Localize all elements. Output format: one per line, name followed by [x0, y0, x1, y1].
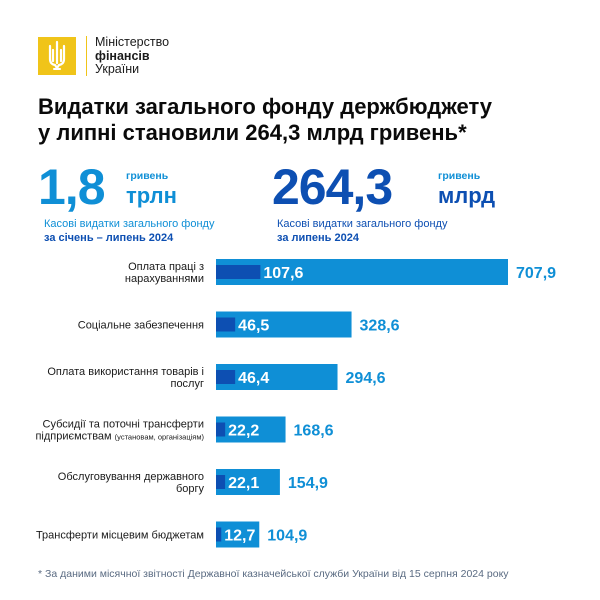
value-month-2: 46,4	[238, 370, 269, 387]
stat-ytd-period: за січень – липень 2024	[44, 232, 174, 244]
bar-month-1	[216, 317, 236, 332]
value-month-5: 12,7	[224, 528, 255, 545]
stat-month-currency: гривень	[438, 170, 481, 182]
category-label-1: Соціальне забезпечення	[78, 320, 204, 332]
bar-total-2	[216, 364, 338, 390]
bar-total-3	[216, 416, 286, 443]
stat-ytd-caption: Касові видатки загального фонду	[44, 218, 215, 230]
bar-month-3	[216, 422, 226, 437]
category-label-5: Трансферти місцевим бюджетам	[36, 530, 204, 542]
trident-logo-icon	[38, 37, 76, 75]
bar-total-4	[216, 469, 280, 495]
bar-total-1	[216, 311, 352, 338]
stat-month-caption: Касові видатки загального фонду	[277, 218, 448, 230]
value-month-4: 22,1	[228, 475, 259, 492]
title-line-2: у липні становили 264,3 млрд гривень*	[38, 120, 467, 145]
category-label-2: Оплата використання товарів і послуг	[47, 366, 204, 390]
stat-ytd-value: 1,8	[38, 159, 106, 215]
value-month-3: 22,2	[228, 423, 259, 440]
value-total-0: 707,9	[516, 265, 556, 282]
title-line-1: Видатки загального фонду держбюджету	[38, 94, 493, 119]
stat-month-value: 264,3	[272, 159, 393, 215]
ministry-line-1: Міністерство	[95, 35, 170, 49]
bar-month-2	[216, 370, 236, 384]
category-label-3: Субсидії та поточні трансферти підприємст…	[35, 419, 204, 443]
ministry-name: Міністерство фінансів України	[95, 35, 170, 77]
bar-month-4	[216, 475, 226, 489]
stat-month-unit: млрд	[438, 183, 496, 208]
value-total-3: 168,6	[294, 423, 334, 440]
ministry-line-3: України	[95, 62, 140, 76]
footnote: * За даними місячної звітності Державної…	[38, 568, 509, 580]
bar-month-0	[216, 265, 261, 279]
expenditure-bar-chart: Оплата праці з нарахуваннями 107,6 707,9 Соц…	[35, 259, 556, 548]
value-total-5: 104,9	[267, 528, 307, 545]
category-label-4: Обслуговування державного боргу	[58, 471, 205, 495]
page-title: Видатки загального фонду держбюджету у л…	[38, 94, 578, 146]
bar-total-5	[216, 521, 260, 548]
bar-total-0	[216, 259, 508, 285]
value-total-2: 294,6	[346, 370, 386, 387]
stat-ytd-unit: трлн	[126, 183, 177, 208]
value-month-0: 107,6	[263, 265, 303, 282]
value-total-4: 154,9	[288, 475, 328, 492]
bar-month-5	[216, 527, 222, 542]
stat-month-period: за липень 2024	[277, 232, 359, 244]
ministry-line-2: фінансів	[95, 48, 150, 63]
value-total-1: 328,6	[360, 318, 400, 335]
value-month-1: 46,5	[238, 318, 269, 335]
category-label-0: Оплата праці з нарахуваннями	[125, 261, 204, 285]
stat-ytd-currency: гривень	[126, 170, 169, 182]
logo-divider	[86, 36, 87, 76]
